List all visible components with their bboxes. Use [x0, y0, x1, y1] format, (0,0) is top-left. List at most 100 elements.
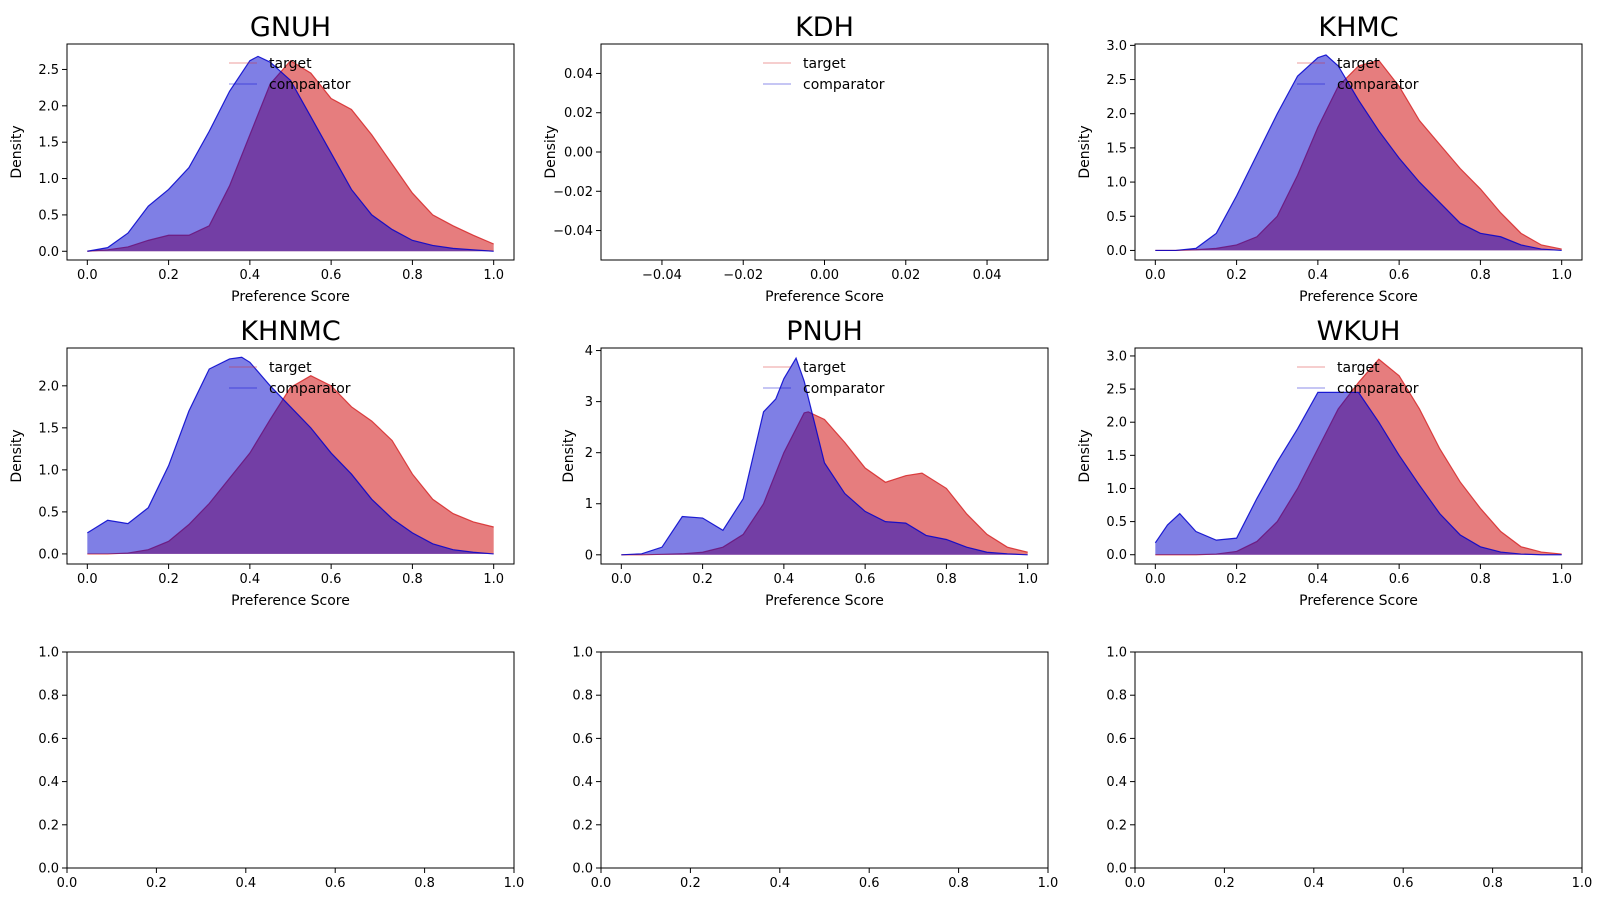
y-tick-label: 0.0: [1106, 862, 1127, 877]
x-tick-label: 0.2: [158, 572, 179, 587]
y-tick-label: 0.0: [38, 547, 59, 562]
series-comparator-area: [87, 357, 494, 554]
x-tick-label: 1.0: [1017, 572, 1038, 587]
y-tick-label: 1.0: [38, 646, 59, 661]
y-tick-label: 0.5: [1106, 515, 1127, 530]
y-tick-label: 0.6: [1106, 732, 1127, 747]
axes-frame: [1134, 651, 1583, 869]
subplot-gnuh: 0.0 0.2 0.4 0.6 0.8 1.0 0.0 0.5 1.0 1.5 2.0 2.5 GNUH…: [9, 12, 515, 305]
y-tick-label: −0.02: [553, 185, 593, 200]
y-tick-label: 0.6: [572, 732, 593, 747]
y-tick-label: 1: [585, 497, 593, 512]
x-tick-label: −0.02: [723, 268, 763, 283]
x-tick-label: 0.8: [948, 876, 969, 891]
legend-label-target: target: [269, 360, 312, 376]
series-comparator-area: [87, 56, 494, 252]
y-tick-label: 0.2: [38, 818, 59, 833]
y-axis-label: Density: [9, 125, 25, 178]
legend: target comparator: [763, 56, 885, 93]
x-tick-label: 0.0: [1145, 572, 1166, 587]
legend-label-comparator: comparator: [1337, 381, 1419, 397]
x-tick-label: 1.0: [483, 268, 504, 283]
y-tick-label: 2.5: [38, 63, 59, 78]
y-tick-label: 0.0: [572, 862, 593, 877]
subplot-title: KHMC: [1318, 12, 1398, 43]
legend: target comparator: [229, 56, 351, 93]
legend-label-target: target: [803, 56, 846, 72]
y-tick-label: 2.5: [1106, 73, 1127, 88]
legend-label-target: target: [1337, 56, 1380, 72]
x-axis-label: Preference Score: [1299, 289, 1418, 305]
legend-label-target: target: [803, 360, 846, 376]
x-tick-label: 0.4: [240, 268, 261, 283]
x-tick-label: 0.00: [810, 268, 839, 283]
subplot-title: GNUH: [250, 12, 331, 43]
series-comparator-line: [87, 55, 494, 252]
y-tick-label: 0.8: [1106, 689, 1127, 704]
y-tick-label: 1.0: [572, 646, 593, 661]
x-tick-label: 0.0: [1145, 268, 1166, 283]
y-tick-label: 2.0: [1106, 107, 1127, 122]
y-tick-label: 1.0: [1106, 176, 1127, 191]
y-axis-label: Density: [543, 125, 559, 178]
axes-frame: [66, 651, 515, 869]
x-tick-label: 0.8: [402, 572, 423, 587]
y-tick-label: 0: [585, 548, 593, 563]
y-tick-label: 0.5: [38, 208, 59, 223]
y-axis-label: Density: [1077, 429, 1093, 482]
subplot-title: PNUH: [786, 316, 863, 347]
y-tick-label: 2.0: [38, 99, 59, 114]
x-tick-label: 0.6: [859, 876, 880, 891]
plot-area: [87, 356, 494, 555]
x-tick-label: 0.6: [1389, 268, 1410, 283]
x-tick-label: 0.8: [1470, 268, 1491, 283]
plot-area: [1154, 358, 1562, 556]
subplot-khmc: 0.0 0.2 0.4 0.6 0.8 1.0 0.0 0.5 1.0 1.5 2.0 2.5 3.0 K…: [1077, 12, 1583, 305]
plot-area: [1155, 54, 1562, 252]
series-comparator-line: [1155, 54, 1562, 252]
y-tick-label: 0.6: [38, 732, 59, 747]
y-tick-label: 0.2: [1106, 818, 1127, 833]
x-tick-label: 0.4: [1303, 876, 1324, 891]
y-axis-label: Density: [1077, 125, 1093, 178]
x-tick-label: 1.0: [1551, 268, 1572, 283]
y-tick-label: 4: [585, 344, 593, 359]
series-comparator-area: [1155, 54, 1562, 251]
legend: target comparator: [763, 360, 885, 397]
x-tick-label: 0.6: [325, 876, 346, 891]
x-axis-label: Preference Score: [765, 593, 884, 609]
x-tick-label: 1.0: [1572, 876, 1593, 891]
subplot-empty-6: 0.0 0.2 0.4 0.6 0.8 1.0 0.0 0.2 0.4 0.6 0.8 1.0: [38, 646, 524, 892]
y-tick-label: 0.4: [38, 775, 59, 790]
y-tick-label: 0.8: [38, 689, 59, 704]
x-tick-label: 0.2: [680, 876, 701, 891]
x-tick-label: 0.4: [235, 876, 256, 891]
series-comparator-area: [621, 358, 1028, 555]
axes-frame: [1134, 43, 1583, 261]
x-tick-label: 0.2: [1214, 876, 1235, 891]
x-tick-label: 0.0: [1125, 876, 1146, 891]
x-tick-label: 0.2: [146, 876, 167, 891]
subplot-empty-8: 0.0 0.2 0.4 0.6 0.8 1.0 0.0 0.2 0.4 0.6 0.8 1.0: [1106, 646, 1592, 892]
series-comparator-area: [1155, 392, 1562, 555]
y-tick-label: 0.8: [572, 689, 593, 704]
series-comparator-line: [87, 356, 494, 555]
x-tick-label: 0.4: [1308, 572, 1329, 587]
y-tick-label: 1.5: [1106, 141, 1127, 156]
axes-frame: [600, 347, 1049, 565]
x-tick-label: 0.8: [414, 876, 435, 891]
y-tick-label: 0.00: [564, 146, 593, 161]
y-tick-label: 2.0: [1106, 416, 1127, 431]
x-tick-label: 0.4: [240, 572, 261, 587]
y-tick-label: 3.0: [1106, 349, 1127, 364]
y-tick-label: 1.5: [1106, 449, 1127, 464]
y-tick-label: −0.04: [553, 224, 593, 239]
x-tick-label: 0.2: [692, 572, 713, 587]
series-comparator-line: [621, 356, 1028, 556]
x-tick-label: 0.8: [1482, 876, 1503, 891]
x-tick-label: 0.6: [1393, 876, 1414, 891]
y-tick-label: 0.02: [564, 106, 593, 121]
axes-frame: [66, 347, 515, 565]
x-tick-label: 1.0: [1551, 572, 1572, 587]
